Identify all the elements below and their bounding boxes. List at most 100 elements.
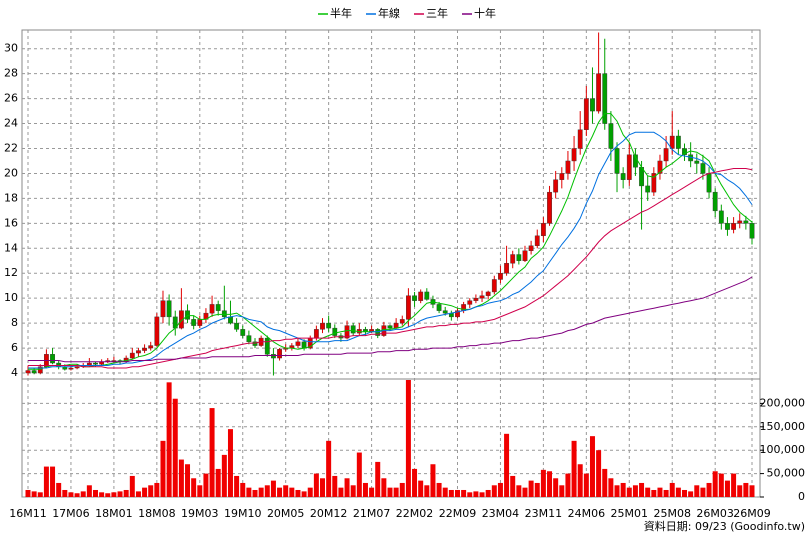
volume-bar xyxy=(737,485,743,497)
candle-body xyxy=(93,362,98,365)
volume-bar xyxy=(350,485,356,497)
x-tick-label: 20M12 xyxy=(310,507,348,520)
x-tick-label: 24M06 xyxy=(568,507,606,520)
candle-body xyxy=(136,350,141,354)
candle-body xyxy=(479,295,485,299)
volume-bar xyxy=(25,489,31,497)
volume-bar xyxy=(461,489,467,497)
volume-bar xyxy=(68,492,74,497)
candle-body xyxy=(577,129,583,149)
x-tick-label: 16M11 xyxy=(9,507,47,520)
candle-body xyxy=(50,354,55,364)
candle-body xyxy=(344,325,350,339)
candle-body xyxy=(669,135,675,149)
candle-body xyxy=(234,322,240,330)
candle-body xyxy=(547,191,552,224)
volume-bar xyxy=(246,487,252,497)
volume-bar xyxy=(639,482,645,497)
volume-bar xyxy=(252,489,258,497)
x-tick-label: 22M02 xyxy=(396,507,434,520)
candle-body xyxy=(215,304,221,311)
candle-body xyxy=(682,148,687,155)
y2-tick-label: 0 xyxy=(798,490,805,503)
candle-body xyxy=(418,291,424,301)
y-tick-label: 24 xyxy=(4,117,18,130)
y-tick-label: 8 xyxy=(11,316,18,329)
candle-body xyxy=(246,335,252,343)
y-tick-label: 26 xyxy=(4,92,18,105)
candle-body xyxy=(614,148,620,174)
volume-bar xyxy=(227,429,233,497)
volume-bar xyxy=(277,487,283,497)
candle-body xyxy=(559,173,565,180)
volume-bar xyxy=(682,489,688,497)
volume-bar xyxy=(522,487,528,497)
volume-bar xyxy=(571,440,577,497)
candle-body xyxy=(301,341,307,349)
footer-note: 資料日期: 09/23 (Goodinfo.tw) xyxy=(644,519,805,533)
volume-bar xyxy=(215,468,221,497)
volume-bar xyxy=(559,485,565,497)
candle-body xyxy=(166,300,172,318)
candle-body xyxy=(209,304,215,314)
candle-body xyxy=(160,300,166,318)
x-tick-label: 20M05 xyxy=(267,507,305,520)
y-tick-label: 22 xyxy=(4,141,18,154)
candle-body xyxy=(510,254,516,264)
volume-bar xyxy=(50,466,56,497)
candle-body xyxy=(375,329,381,336)
volume-bar xyxy=(369,487,375,497)
volume-bar xyxy=(326,440,332,497)
ma-line xyxy=(28,113,753,370)
candle-body xyxy=(571,148,577,162)
volume-bar xyxy=(289,487,295,497)
candle-body xyxy=(749,223,755,239)
volume-bar xyxy=(626,487,632,497)
volume-bar xyxy=(62,489,68,497)
volume-bar xyxy=(234,475,240,497)
volume-bar xyxy=(583,473,589,497)
volume-bar xyxy=(356,452,362,497)
volume-bar xyxy=(209,408,215,497)
volume-bar xyxy=(283,485,289,497)
volume-bar xyxy=(99,492,105,497)
y2-tick-label: 50,000 xyxy=(767,467,806,480)
volume-bar xyxy=(129,475,135,497)
candle-body xyxy=(387,325,393,329)
volume-bar xyxy=(497,482,503,497)
volume-bar xyxy=(448,489,454,497)
volume-bar xyxy=(565,473,571,497)
volume-bar xyxy=(614,485,620,497)
y-tick-label: 4 xyxy=(11,366,18,379)
volume-bar xyxy=(393,487,399,497)
volume-bar xyxy=(74,493,80,497)
candle-body xyxy=(528,245,534,251)
candle-body xyxy=(675,135,681,149)
volume-bar xyxy=(191,478,197,497)
candle-body xyxy=(737,220,743,224)
candle-body xyxy=(731,223,736,230)
x-tick-label: 23M04 xyxy=(482,507,520,520)
candle-body xyxy=(498,273,503,280)
volume-bar xyxy=(86,485,92,497)
x-tick-label: 25M08 xyxy=(653,507,691,520)
candle-body xyxy=(332,327,338,336)
y-tick-label: 10 xyxy=(4,291,18,304)
candle-body xyxy=(25,370,31,374)
volume-bar xyxy=(718,473,724,497)
candle-body xyxy=(602,73,608,124)
volume-bar xyxy=(56,482,62,497)
volume-bar xyxy=(473,491,479,497)
volume-bar xyxy=(313,473,319,497)
candle-body xyxy=(663,148,669,162)
candle-body xyxy=(350,325,356,334)
candle-body xyxy=(271,354,276,359)
volume-bar xyxy=(743,482,749,497)
volume-bar xyxy=(203,473,209,497)
volume-bar xyxy=(700,487,706,497)
volume-bar xyxy=(142,487,148,497)
y-tick-label: 6 xyxy=(11,341,18,354)
volume-bar xyxy=(221,454,227,497)
volume-bar xyxy=(491,485,497,497)
candle-body xyxy=(565,160,571,174)
